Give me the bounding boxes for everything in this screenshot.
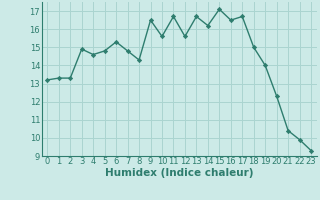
X-axis label: Humidex (Indice chaleur): Humidex (Indice chaleur) bbox=[105, 168, 253, 178]
